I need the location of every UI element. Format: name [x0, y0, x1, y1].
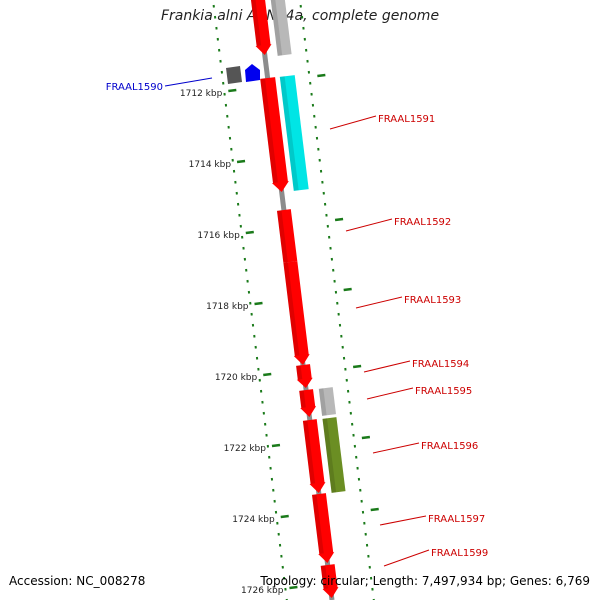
scale-major-tick	[245, 230, 254, 235]
gene-arrow	[299, 389, 317, 417]
gene-arrow-shade	[299, 390, 306, 408]
gene-arrow	[260, 77, 289, 192]
gene-label: FRAAL1595	[415, 386, 472, 397]
scale-minor-tick	[352, 364, 362, 369]
scale-label: 1724 kbp	[232, 515, 275, 525]
gene-box-shade	[318, 388, 327, 416]
scale-label: 1716 kbp	[197, 231, 240, 241]
scale-label: 1718 kbp	[206, 302, 249, 312]
gene-label: FRAAL1597	[428, 514, 485, 525]
scale-major-tick	[254, 301, 263, 306]
callout-line	[329, 115, 377, 130]
scale-label: 1720 kbp	[215, 373, 258, 383]
gene-label: FRAAL1590	[106, 82, 163, 93]
gene-arrow	[277, 209, 298, 263]
accession-text: Accession: NC_008278	[9, 574, 146, 588]
gene-box	[226, 66, 242, 84]
topology-text: Topology: circular; Length: 7,497,934 bp…	[260, 574, 590, 588]
gene-box-olive	[322, 417, 346, 493]
scale-major-tick	[236, 159, 246, 164]
gene-arrow-shade	[250, 0, 262, 46]
scale-labels: 1712 kbp 1714 kbp 1716 kbp 1718 kbp 1720 kbp…	[180, 88, 298, 596]
gene-arrow	[250, 0, 272, 55]
gene-arrow-blue	[245, 64, 260, 82]
gene-label: FRAAL1599	[431, 548, 488, 559]
gene-box-cyan-shade	[279, 76, 299, 191]
callout-line	[383, 549, 430, 567]
scale-label: 1722 kbp	[224, 444, 267, 454]
gene-arrow	[283, 261, 310, 365]
scale-major-tick	[271, 443, 281, 448]
callout-line	[164, 77, 213, 87]
callout-line	[379, 515, 427, 526]
scale-ticks	[212, 4, 379, 600]
gene-box-cyan	[279, 75, 309, 191]
scale-label: 1712 kbp	[180, 89, 223, 99]
callout-line	[372, 442, 420, 454]
callout-line	[355, 296, 403, 309]
gene-arrow-shade	[277, 210, 288, 263]
callout-line	[363, 360, 411, 373]
gene-features	[226, 0, 346, 598]
gene-arrow	[320, 564, 339, 598]
gene-arrow-shade	[302, 420, 316, 484]
gene-label: FRAAL1593	[404, 295, 461, 306]
gene-arrow	[312, 493, 335, 563]
gene-arrow-shade	[312, 494, 324, 554]
scale-label: 1726 kbp	[241, 586, 284, 596]
gene-arrow-shade	[260, 78, 278, 183]
callout-line	[366, 387, 414, 400]
gene-label: FRAAL1594	[412, 359, 469, 370]
gene-box	[270, 0, 292, 56]
map-title: Frankia alni ACN14a, complete genome	[160, 8, 440, 24]
gene-arrow	[302, 419, 326, 493]
scale-minor-tick	[370, 507, 379, 512]
gene-label: FRAAL1596	[421, 441, 478, 452]
scale-minor-tick	[361, 435, 371, 440]
scale-minor-tick	[334, 217, 344, 222]
gene-box-shade	[270, 0, 283, 56]
gene-box-olive-shade	[322, 418, 337, 493]
callout-line	[345, 218, 393, 232]
gene-box	[318, 387, 336, 416]
scale-major-tick	[263, 372, 272, 377]
scale-minor-tick	[343, 287, 352, 292]
gene-arrow	[296, 364, 313, 388]
gene-callouts: FRAAL1590 FRAAL1591 FRAAL1592 FRAAL1593 FRAA…	[106, 77, 488, 567]
gene-arrow-shade	[320, 565, 329, 589]
gene-label: FRAAL1591	[378, 114, 435, 125]
scale-major-tick	[289, 585, 298, 590]
gene-label: FRAAL1592	[394, 217, 451, 228]
scale-minor-tick	[317, 73, 326, 78]
scale-major-tick	[280, 514, 289, 519]
gene-arrow-shade	[283, 262, 300, 356]
scale-label: 1714 kbp	[189, 160, 232, 170]
scale-major-tick	[228, 88, 237, 93]
gene-arrow-shade	[296, 365, 303, 380]
